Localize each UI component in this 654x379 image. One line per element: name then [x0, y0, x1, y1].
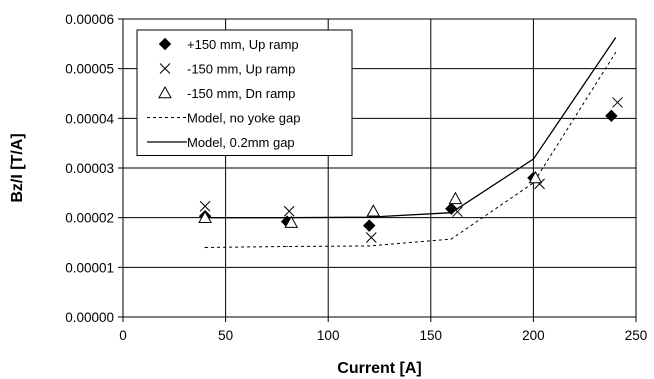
- series-point-150-mm-dn-ramp: [528, 170, 543, 184]
- y-tick-label: 0.00001: [65, 260, 114, 275]
- x-tick-label: 50: [218, 328, 233, 343]
- series-point-150-mm-dn-ramp: [198, 210, 212, 223]
- data-markers: [198, 97, 623, 243]
- series-point-150-mm-up-ramp: [363, 219, 376, 232]
- legend-marker-swatch: [158, 85, 172, 99]
- series-point-150-mm-dn-ramp: [366, 204, 381, 217]
- series-point-model-0-2mm-gap: [614, 37, 617, 39]
- series-point-model-no-yoke-gap: [614, 52, 617, 54]
- series-point-model-no-yoke-gap: [204, 246, 206, 249]
- y-axis-ticks: 0.00000 0.00001 0.00002 0.00003 0.00004 0.000…: [65, 12, 123, 325]
- legend-box: [136, 29, 353, 156]
- series-point-150-mm-up-ramp: [445, 202, 458, 215]
- x-tick-label: 150: [420, 328, 443, 343]
- series-point-150-mm-up-ramp: [452, 206, 463, 218]
- series-point-150-mm-up-ramp: [199, 200, 211, 212]
- series-point-150-mm-up-ramp: [365, 232, 377, 243]
- y-tick-label: 0.00000: [65, 310, 114, 325]
- y-tick-label: 0.00006: [65, 12, 114, 27]
- series-line-model-no-yoke-gap: [205, 52, 616, 248]
- x-tick-label: 0: [119, 328, 127, 343]
- series-point-model-no-yoke-gap: [286, 245, 288, 248]
- legend-entry-label: Model, no yoke gap: [187, 111, 300, 126]
- series-line-model-0-2mm-gap: [205, 37, 617, 219]
- x-tick-label: 200: [522, 328, 545, 343]
- x-axis-title: Current [A]: [337, 360, 421, 377]
- y-tick-label: 0.00004: [65, 111, 114, 126]
- series-point-150-mm-dn-ramp: [284, 215, 299, 228]
- y-tick-label: 0.00002: [65, 211, 114, 226]
- y-tick-label: 0.00003: [65, 161, 114, 176]
- series-point-150-mm-up-ramp: [283, 205, 295, 217]
- series-point-150-mm-dn-ramp: [448, 191, 463, 205]
- legend-entry-label: +150 mm, Up ramp: [187, 37, 299, 52]
- series-point-150-mm-up-ramp: [612, 97, 623, 108]
- y-tick-label: 0.00005: [65, 62, 114, 77]
- y-axis-title: Bz/I [T/A]: [9, 133, 26, 202]
- legend-marker-swatch: [158, 37, 172, 51]
- legend-entry-label: -150 mm, Dn ramp: [187, 86, 295, 101]
- series-point-150-mm-up-ramp: [605, 109, 618, 123]
- series-point-model-no-yoke-gap: [368, 245, 370, 247]
- legend-entry-label: -150 mm, Up ramp: [187, 62, 295, 77]
- legend-entry-label: Model, 0.2mm gap: [187, 135, 295, 150]
- legend-marker-swatch: [159, 63, 171, 74]
- x-tick-label: 250: [625, 328, 648, 343]
- x-tick-label: 100: [317, 328, 340, 343]
- legend: +150 mm, Up ramp -150 mm, Up ramp -150 mm,…: [136, 29, 353, 156]
- series-point-model-0-2mm-gap: [532, 158, 535, 160]
- series-point-model-no-yoke-gap: [450, 238, 452, 240]
- series-point-model-0-2mm-gap: [368, 216, 370, 218]
- x-axis-ticks: 0 50 100 150 200 250: [119, 317, 647, 343]
